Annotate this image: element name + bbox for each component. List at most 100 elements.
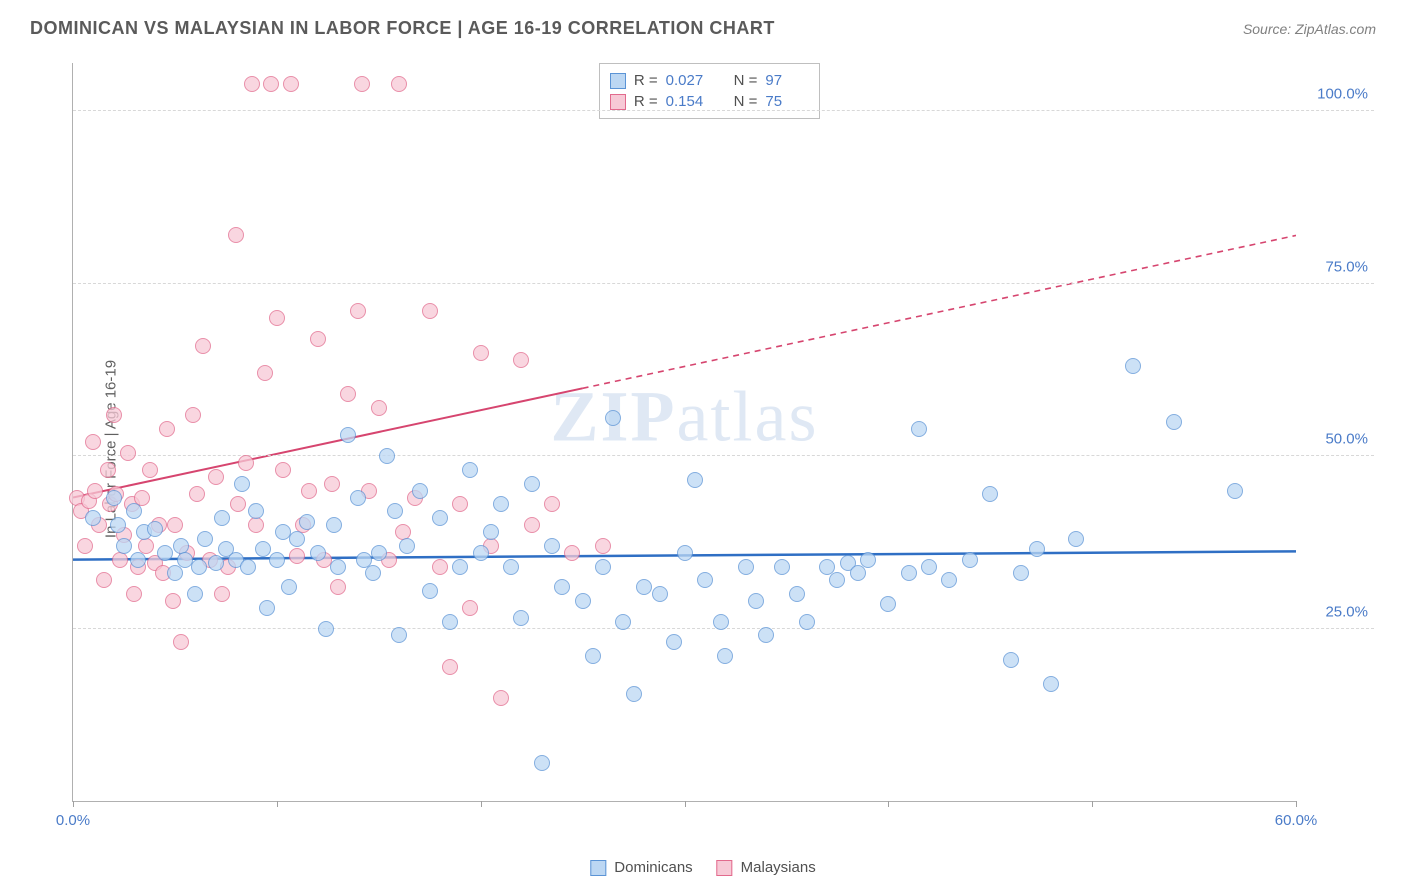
data-point <box>167 517 183 533</box>
data-point <box>165 593 181 609</box>
data-point <box>829 572 845 588</box>
legend-label: Malaysians <box>741 859 816 876</box>
data-point <box>1029 541 1045 557</box>
data-point <box>524 476 540 492</box>
x-tick <box>73 801 74 807</box>
data-point <box>173 634 189 650</box>
data-point <box>350 490 366 506</box>
data-point <box>238 455 254 471</box>
data-point <box>126 586 142 602</box>
data-point <box>595 559 611 575</box>
data-point <box>493 690 509 706</box>
y-tick-label: 25.0% <box>1325 603 1368 620</box>
scatter-plot: ZIPatlas R =0.027N =97R =0.154N =75 25.0… <box>72 63 1296 802</box>
x-tick-label: 0.0% <box>56 812 90 829</box>
data-point <box>214 510 230 526</box>
legend-swatch-icon <box>610 94 626 110</box>
data-point <box>281 579 297 595</box>
data-point <box>462 462 478 478</box>
trend-lines <box>73 63 1296 801</box>
data-point <box>299 514 315 530</box>
data-point <box>687 472 703 488</box>
data-point <box>283 76 299 92</box>
data-point <box>96 572 112 588</box>
x-tick <box>1092 801 1093 807</box>
data-point <box>120 445 136 461</box>
data-point <box>167 565 183 581</box>
data-point <box>554 579 570 595</box>
data-point <box>483 524 499 540</box>
x-tick <box>277 801 278 807</box>
data-point <box>422 583 438 599</box>
data-point <box>330 579 346 595</box>
data-point <box>789 586 805 602</box>
data-point <box>1125 358 1141 374</box>
data-point <box>189 486 205 502</box>
stat-r-value: 0.154 <box>666 93 710 110</box>
data-point <box>354 76 370 92</box>
data-point <box>324 476 340 492</box>
data-point <box>473 345 489 361</box>
data-point <box>799 614 815 630</box>
data-point <box>901 565 917 581</box>
data-point <box>330 559 346 575</box>
data-point <box>636 579 652 595</box>
data-point <box>493 496 509 512</box>
data-point <box>259 600 275 616</box>
data-point <box>310 331 326 347</box>
data-point <box>142 462 158 478</box>
stat-r-label: R = <box>634 93 658 110</box>
stat-r-value: 0.027 <box>666 72 710 89</box>
data-point <box>289 531 305 547</box>
data-point <box>318 621 334 637</box>
data-point <box>1227 483 1243 499</box>
data-point <box>1068 531 1084 547</box>
data-point <box>748 593 764 609</box>
data-point <box>387 503 403 519</box>
data-point <box>301 483 317 499</box>
data-point <box>880 596 896 612</box>
data-point <box>269 310 285 326</box>
data-point <box>697 572 713 588</box>
data-point <box>340 427 356 443</box>
data-point <box>257 365 273 381</box>
data-point <box>208 469 224 485</box>
data-point <box>982 486 998 502</box>
data-point <box>391 76 407 92</box>
data-point <box>157 545 173 561</box>
data-point <box>513 352 529 368</box>
data-point <box>399 538 415 554</box>
y-tick-label: 100.0% <box>1317 86 1368 103</box>
stat-row: R =0.154N =75 <box>610 91 810 112</box>
data-point <box>605 410 621 426</box>
data-point <box>452 559 468 575</box>
data-point <box>187 586 203 602</box>
data-point <box>962 552 978 568</box>
data-point <box>130 552 146 568</box>
data-point <box>713 614 729 630</box>
data-point <box>234 476 250 492</box>
data-point <box>544 538 560 554</box>
data-point <box>524 517 540 533</box>
data-point <box>214 586 230 602</box>
data-point <box>326 517 342 533</box>
x-tick-label: 60.0% <box>1275 812 1318 829</box>
data-point <box>432 510 448 526</box>
data-point <box>371 400 387 416</box>
data-point <box>758 627 774 643</box>
data-point <box>921 559 937 575</box>
data-point <box>240 559 256 575</box>
data-point <box>738 559 754 575</box>
data-point <box>677 545 693 561</box>
gridline <box>73 283 1374 284</box>
x-tick <box>1296 801 1297 807</box>
data-point <box>473 545 489 561</box>
data-point <box>595 538 611 554</box>
data-point <box>197 531 213 547</box>
stat-n-value: 97 <box>765 72 809 89</box>
legend-swatch-icon <box>610 73 626 89</box>
x-tick <box>481 801 482 807</box>
data-point <box>513 610 529 626</box>
data-point <box>575 593 591 609</box>
data-point <box>503 559 519 575</box>
